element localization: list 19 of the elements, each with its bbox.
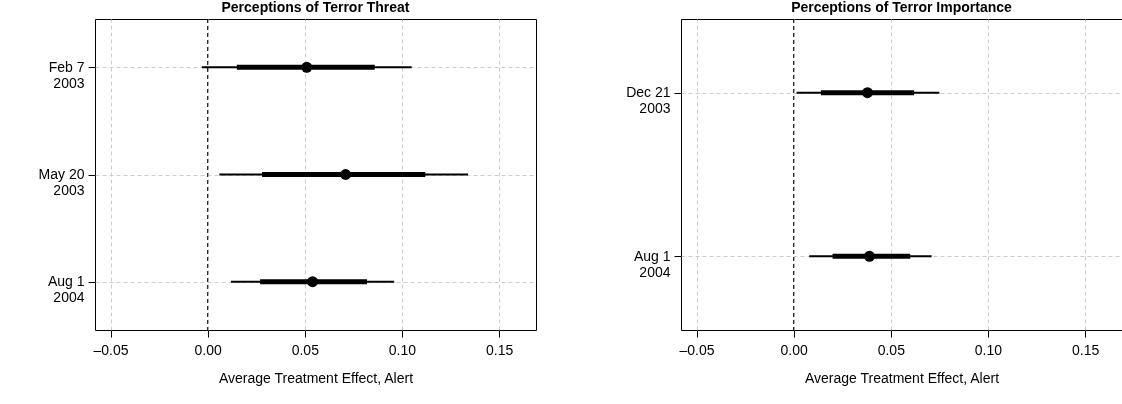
x-axis-title: Average Treatment Effect, Alert [804, 369, 1000, 386]
x-axis-title: Average Treatment Effect, Alert [218, 369, 414, 386]
x-tick-label: 0.05 [291, 341, 320, 358]
x-tick-label: 0.15 [1071, 341, 1100, 358]
chart-title: Perceptions of Terror Importance [791, 0, 1013, 15]
x-tick-label: 0.05 [877, 341, 906, 358]
x-tick-label: 0.00 [194, 341, 223, 358]
y-tick-label: Aug 1 2004 [633, 247, 671, 280]
y-tick-label: May 20 2003 [38, 166, 85, 198]
x-tick-label: –0.05 [679, 341, 715, 358]
x-tick-label: 0.15 [485, 341, 514, 358]
x-tick-label: –0.05 [93, 341, 129, 358]
x-tick-label: 0.10 [974, 341, 1003, 358]
y-tick-label: Aug 1 2004 [47, 273, 85, 306]
chart-title: Perceptions of Terror Threat [221, 0, 410, 15]
x-tick-label: 0.00 [780, 341, 809, 358]
x-tick-label: 0.10 [388, 341, 417, 358]
y-tick-label: Dec 21 2003 [626, 84, 671, 117]
y-tick-label: Feb 7 2003 [48, 58, 85, 91]
